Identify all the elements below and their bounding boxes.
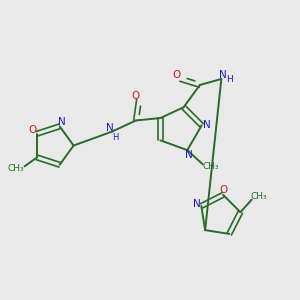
Text: N: N (202, 120, 210, 130)
Text: H: H (226, 75, 232, 84)
Text: N: N (106, 123, 114, 133)
Text: O: O (131, 91, 140, 101)
Text: O: O (29, 125, 37, 135)
Text: N: N (193, 200, 201, 209)
Text: N: N (219, 70, 227, 80)
Text: N: N (185, 150, 193, 160)
Text: CH₃: CH₃ (7, 164, 24, 173)
Text: CH₃: CH₃ (202, 162, 219, 171)
Text: N: N (58, 117, 66, 127)
Text: CH₃: CH₃ (251, 192, 267, 201)
Text: O: O (172, 70, 180, 80)
Text: H: H (112, 133, 119, 142)
Text: O: O (220, 185, 228, 195)
